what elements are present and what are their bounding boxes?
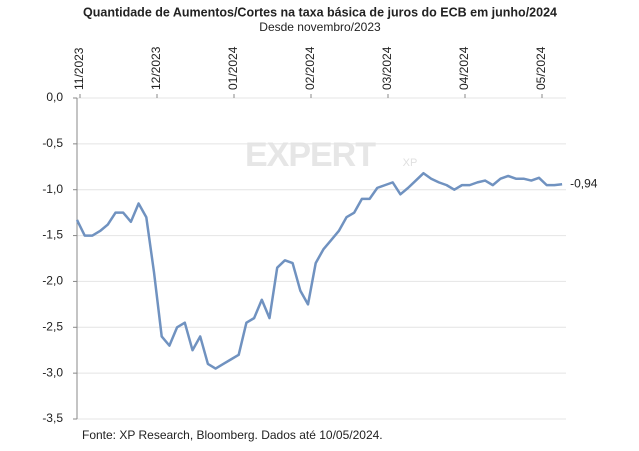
x-tick-label: 03/2024 [380,46,394,90]
value-label: -0,94 [570,176,598,190]
y-tick-label: -1,5 [42,228,63,242]
footnote: Fonte: XP Research, Bloomberg. Dados até… [82,428,383,442]
x-tick-label: 04/2024 [457,46,471,90]
y-tick-label: -0,5 [42,136,63,150]
y-tick-label: -3,5 [42,411,63,425]
watermark: EXPERT [245,136,376,174]
x-tick-label: 02/2024 [303,46,317,90]
x-tick-label: 11/2023 [72,47,86,90]
data-line [75,171,563,370]
y-tick-label: 0,0 [46,90,63,104]
x-tick-label: 12/2023 [149,46,163,90]
chart-subtitle: Desde novembro/2023 [259,20,381,34]
y-tick-label: -2,5 [42,319,63,333]
y-tick-label: -2,0 [42,274,63,288]
x-tick-label: 01/2024 [226,46,240,90]
x-tick-label: 05/2024 [534,46,548,90]
chart-title: Quantidade de Aumentos/Cortes na taxa bá… [83,5,557,19]
y-tick-label: -1,0 [42,182,63,196]
y-tick-label: -3,0 [42,365,63,379]
watermark-sub: XP [403,157,418,169]
